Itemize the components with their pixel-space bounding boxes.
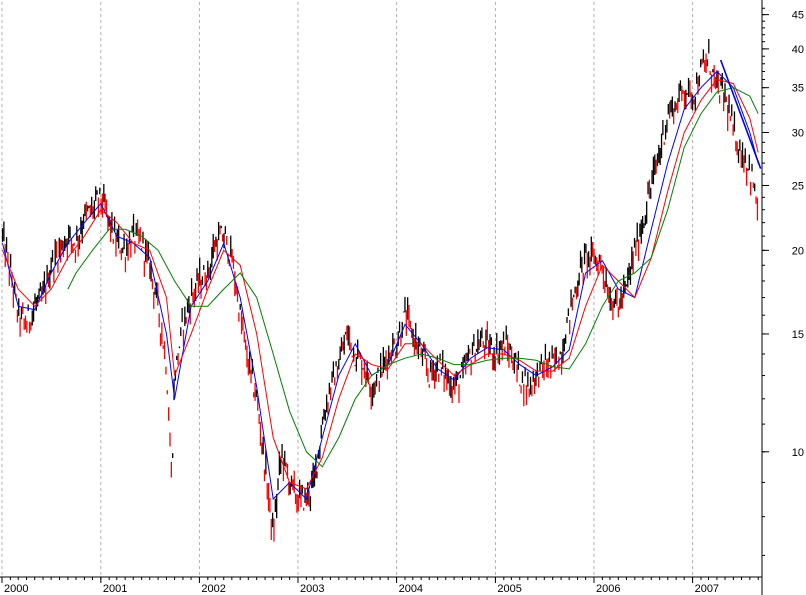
x-tick-label: 2002 — [201, 583, 225, 595]
y-tick-label: 45 — [792, 10, 804, 22]
x-tick-label: 2004 — [399, 583, 423, 595]
series-line-ma_long — [67, 87, 759, 468]
price-bars — [1, 38, 759, 542]
y-tick-label: 20 — [792, 245, 804, 257]
y-tick-label: 30 — [792, 127, 804, 139]
y-tick-label: 15 — [792, 329, 804, 341]
y-tick-label: 40 — [792, 44, 804, 56]
x-tick-label: 2006 — [596, 583, 620, 595]
annotations — [719, 59, 762, 169]
x-tick-label: 2005 — [497, 583, 521, 595]
x-tick-label: 2000 — [4, 583, 28, 595]
y-tick-label: 25 — [792, 180, 804, 192]
trendline — [719, 59, 762, 169]
x-tick-label: 2001 — [103, 583, 127, 595]
y-tick-label: 35 — [792, 83, 804, 95]
y-tick-label: 10 — [792, 447, 804, 459]
moving-average-lines — [2, 70, 759, 501]
series-line-ma_medium — [2, 78, 759, 490]
x-tick-label: 2007 — [695, 583, 719, 595]
x-tick-label: 2003 — [300, 583, 324, 595]
